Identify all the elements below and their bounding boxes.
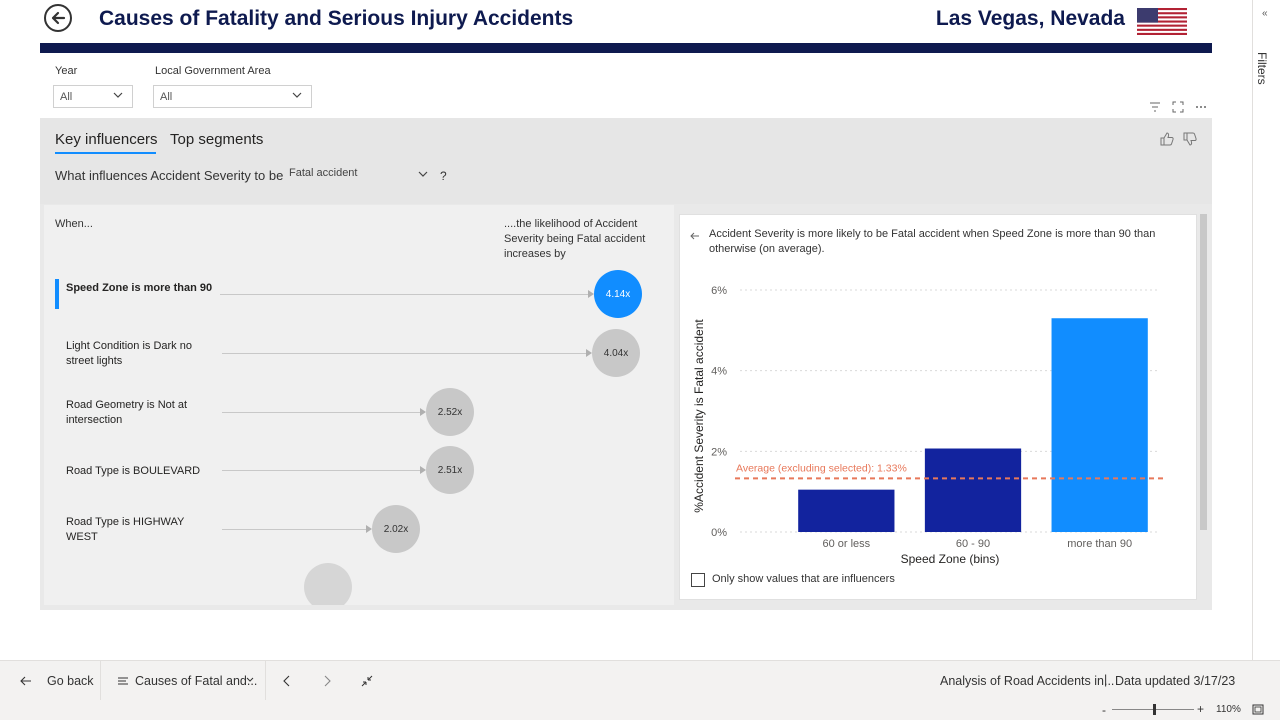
status-bar: - + 110%	[0, 700, 1280, 720]
influencer-bubble: 4.04x	[592, 329, 640, 377]
previous-page-icon[interactable]	[282, 674, 292, 688]
focus-mode-icon[interactable]	[1172, 101, 1184, 113]
back-button[interactable]	[44, 4, 72, 32]
key-influencers-visual: Key influencers Top segments What influe…	[40, 118, 1212, 610]
detail-scrollbar[interactable]	[1200, 214, 1207, 530]
influencer-line	[222, 353, 587, 354]
y-tick-label: 4%	[711, 366, 727, 378]
influencer-detail-panel: Accident Severity is more likely to be F…	[679, 214, 1197, 600]
help-icon[interactable]: ?	[440, 169, 447, 183]
influencer-line	[220, 294, 589, 295]
arrow-left-icon[interactable]	[690, 231, 700, 241]
filters-pane-label[interactable]: Filters	[1255, 52, 1269, 85]
influencer-bubble-partial	[304, 563, 352, 605]
influencer-label: Speed Zone is more than 90	[66, 282, 213, 294]
divider	[265, 661, 266, 701]
zoom-out-button[interactable]: -	[1102, 703, 1106, 717]
thumbs-down-icon[interactable]	[1183, 132, 1197, 146]
selected-indicator	[55, 279, 59, 309]
divider	[100, 661, 101, 701]
thumbs-up-icon[interactable]	[1160, 132, 1174, 146]
checkbox-label: Only show values that are influencers	[712, 573, 895, 585]
expand-pane-icon[interactable]: «	[1262, 8, 1268, 19]
lga-filter-label: Local Government Area	[155, 65, 271, 77]
influencer-line	[222, 412, 421, 413]
arrow-left-icon[interactable]	[20, 675, 32, 687]
chevron-down-icon	[418, 171, 428, 177]
arrow-right-icon	[588, 290, 594, 298]
tab-top-segments[interactable]: Top segments	[170, 131, 264, 148]
filters-pane[interactable]: « Filters	[1252, 0, 1280, 660]
arrow-right-icon	[420, 466, 426, 474]
arrow-right-icon	[420, 408, 426, 416]
x-axis-label: Speed Zone (bins)	[901, 552, 1000, 566]
report-canvas: Causes of Fatality and Serious Injury Ac…	[40, 0, 1212, 660]
us-flag-icon	[1137, 8, 1187, 35]
speed-zone-bar-chart: %Accident Severity is Fatal accident Spe…	[692, 285, 1165, 566]
question-dropdown[interactable]: Fatal accident	[283, 164, 433, 186]
y-tick-label: 6%	[711, 285, 727, 297]
influencer-bubble: 2.02x	[372, 505, 420, 553]
arrow-left-icon	[51, 11, 66, 25]
lga-slicer[interactable]: All	[153, 85, 312, 108]
zoom-slider-thumb[interactable]	[1153, 704, 1156, 715]
visual-header: Key influencers Top segments What influe…	[40, 118, 1212, 204]
chevron-down-icon	[113, 92, 123, 98]
influencer-label: Road Type is HIGHWAY WEST	[66, 516, 185, 543]
page-list-icon	[118, 677, 128, 685]
influencer-bubble: 2.52x	[426, 388, 474, 436]
y-tick-label: 2%	[711, 446, 727, 458]
page-title: Causes of Fatality and Serious Injury Ac…	[99, 7, 574, 30]
fit-to-page-icon[interactable]	[1252, 704, 1264, 715]
data-updated-label: Data updated 3/17/23	[1115, 674, 1236, 688]
x-tick-label: more than 90	[1067, 538, 1132, 550]
influencer-line	[222, 470, 421, 471]
influencer-label: Light Condition is Dark no street lights	[66, 340, 192, 367]
average-reference-label: Average (excluding selected): 1.33%	[736, 462, 907, 474]
influencers-only-checkbox[interactable]	[691, 573, 705, 587]
influencer-bubble: 2.51x	[426, 446, 474, 494]
zoom-in-button[interactable]: +	[1197, 702, 1205, 716]
page-selector[interactable]: Causes of Fatal and...	[135, 674, 258, 688]
detail-description: Accident Severity is more likely to be F…	[709, 228, 1156, 255]
likelihood-label: ....the likelihood of Accident Severity …	[504, 218, 646, 260]
influencers-list-panel: When... ....the likelihood of Accident S…	[44, 205, 674, 605]
separator: |	[1104, 673, 1108, 687]
go-back-button[interactable]: Go back	[47, 674, 94, 688]
question-dropdown-value: Fatal accident	[289, 167, 358, 179]
report-name[interactable]: Analysis of Road Accidents in...	[940, 674, 1115, 688]
x-tick-label: 60 or less	[822, 538, 870, 550]
header-divider	[40, 43, 1212, 53]
chevron-down-icon	[246, 677, 254, 682]
arrow-right-icon	[366, 525, 372, 533]
zoom-level: 110%	[1216, 704, 1241, 715]
arrow-right-icon	[586, 349, 592, 357]
filter-icon[interactable]	[1149, 101, 1161, 113]
bar[interactable]	[798, 489, 895, 532]
influencer-label: Road Type is BOULEVARD	[66, 465, 201, 477]
influencer-line	[222, 529, 367, 530]
report-nav-bar: Go back Causes of Fatal and... Analysis …	[0, 660, 1280, 701]
question-prefix: What influences Accident Severity to be	[55, 168, 284, 183]
year-slicer[interactable]: All	[53, 85, 133, 108]
influencer-bubble: 4.14x	[594, 270, 642, 318]
year-filter-label: Year	[55, 65, 78, 77]
when-label: When...	[55, 218, 93, 230]
y-axis-label: %Accident Severity is Fatal accident	[692, 319, 706, 513]
chevron-down-icon	[292, 92, 302, 98]
location-title: Las Vegas, Nevada	[935, 7, 1125, 30]
active-tab-indicator	[55, 152, 156, 154]
tab-key-influencers[interactable]: Key influencers	[55, 131, 158, 148]
lga-slicer-value: All	[160, 91, 173, 103]
more-options-icon[interactable]	[1195, 101, 1207, 113]
x-tick-label: 60 - 90	[956, 538, 990, 550]
year-slicer-value: All	[60, 91, 73, 103]
y-tick-label: 0%	[711, 527, 727, 539]
bar[interactable]	[1051, 318, 1148, 532]
bar[interactable]	[924, 448, 1022, 532]
collapse-icon[interactable]	[360, 674, 374, 688]
influencer-label: Road Geometry is Not at intersection	[66, 399, 188, 426]
next-page-icon[interactable]	[322, 674, 332, 688]
